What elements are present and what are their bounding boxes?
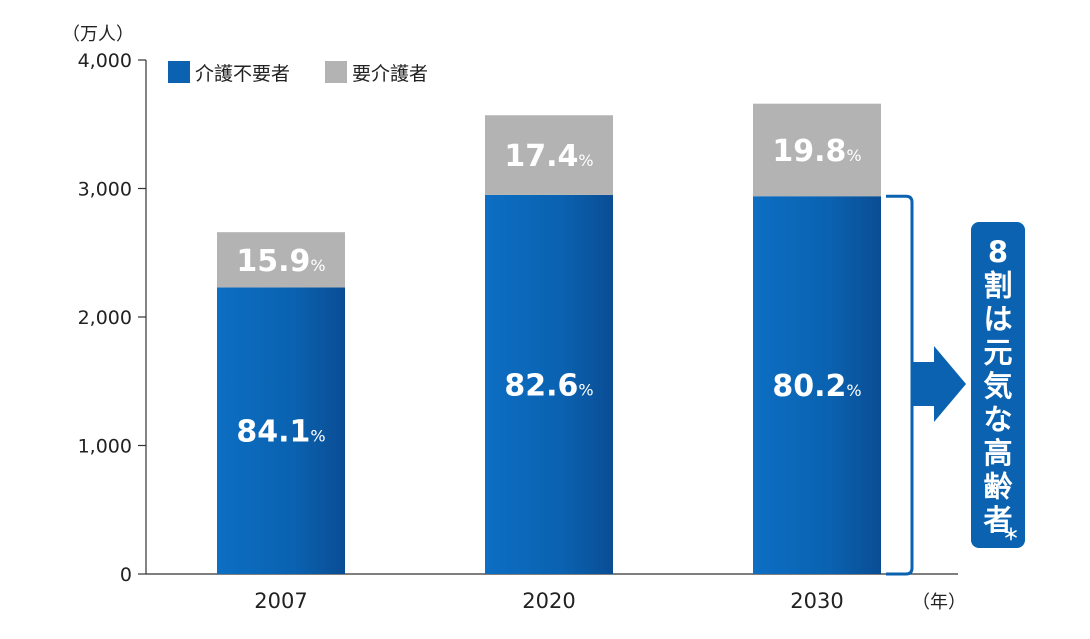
callout-char-3: 元 xyxy=(983,336,1012,370)
callout-char-8: 者 xyxy=(983,503,1012,537)
x-tick-label-2030: 2030 xyxy=(790,589,843,613)
y-tick-label-4: 4,000 xyxy=(78,50,132,72)
callout-char-6: 高 xyxy=(983,436,1012,470)
y-axis-ticks: 0 1,000 2,000 3,000 4,000 xyxy=(78,50,146,586)
y-tick-label-0: 0 xyxy=(120,564,132,586)
bar-2030-care-free-label: 80.2% xyxy=(772,369,861,404)
bar-2020-care-needed-label: 17.4% xyxy=(504,139,593,174)
bar-2020-care-needed xyxy=(485,115,613,195)
legend-label-care-free: 介護不要者 xyxy=(195,63,290,85)
legend: 介護不要者 要介護者 xyxy=(168,61,428,85)
bar-2007-care-free xyxy=(217,287,345,574)
right-arrow-icon xyxy=(912,346,966,422)
legend-swatch-care-free xyxy=(168,61,190,83)
legend-label-care-needed: 要介護者 xyxy=(352,63,428,85)
y-tick-label-1: 1,000 xyxy=(78,436,132,458)
bar-2007-care-needed-label: 15.9% xyxy=(236,244,325,279)
bar-2007-care-needed-value: 15.9 xyxy=(236,244,310,279)
bar-2020-care-free xyxy=(485,194,613,575)
bar-2020-care-free-label: 82.6% xyxy=(504,368,593,403)
x-tick-label-2020: 2020 xyxy=(522,589,575,613)
callout-char-0: 8 xyxy=(988,235,1008,269)
bar-2030-care-needed xyxy=(753,103,881,197)
callout-char-7: 齢 xyxy=(983,470,1013,504)
bar-2007-care-free-label: 84.1% xyxy=(236,415,325,450)
percent-sign: % xyxy=(846,381,861,400)
x-axis-unit: （年） xyxy=(912,592,966,613)
callout-char-1: 割 xyxy=(983,269,1012,303)
callout-mark: ＊ xyxy=(1003,525,1019,544)
bar-group-2007: 84.1% 15.9% xyxy=(217,232,345,574)
bar-2030-care-free xyxy=(753,196,881,574)
percent-sign: % xyxy=(310,256,325,275)
bracket-icon xyxy=(886,194,914,576)
y-tick-label-2: 2,000 xyxy=(78,307,132,329)
callout-box xyxy=(971,222,1025,548)
bar-2030-care-free-value: 80.2 xyxy=(772,369,846,404)
y-axis-unit: （万人） xyxy=(62,24,134,45)
bar-2020-care-free-value: 82.6 xyxy=(504,368,578,403)
bar-2030-care-needed-label: 19.8% xyxy=(772,134,861,169)
percent-sign: % xyxy=(310,427,325,446)
percent-sign: % xyxy=(846,146,861,165)
callout-char-5: な xyxy=(983,403,1012,437)
bar-group-2020: 82.6% 17.4% xyxy=(485,115,613,575)
bar-2007-care-needed xyxy=(217,232,345,288)
y-tick-label-3: 3,000 xyxy=(78,179,132,201)
callout-char-2: は xyxy=(983,302,1012,336)
bar-2007-care-free-value: 84.1 xyxy=(236,415,310,450)
legend-swatch-care-needed xyxy=(325,61,347,83)
bar-group-2030: 80.2% 19.8% xyxy=(753,103,881,574)
percent-sign: % xyxy=(578,151,593,170)
callout-char-4: 気 xyxy=(983,369,1012,403)
bar-2030-care-needed-value: 19.8 xyxy=(772,134,846,169)
x-tick-label-2007: 2007 xyxy=(254,589,307,613)
percent-sign: % xyxy=(578,380,593,399)
bar-2020-care-needed-value: 17.4 xyxy=(504,139,578,174)
